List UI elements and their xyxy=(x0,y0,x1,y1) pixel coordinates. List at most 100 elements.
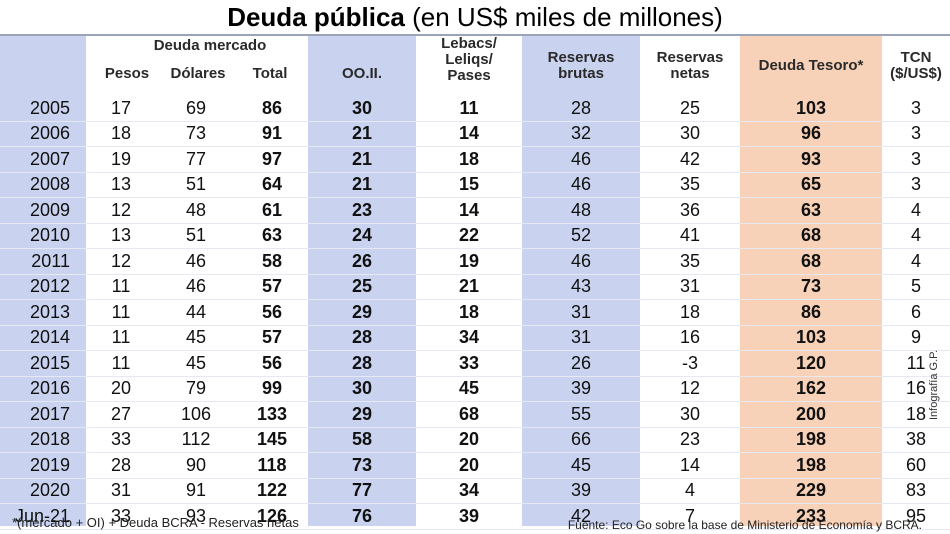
cell-lebacs: 20 xyxy=(416,452,522,479)
cell-dolares: 45 xyxy=(156,325,236,351)
debt-table: 2005 17 69 86 30 11 28 25 103 3 2006 18 73 91 21 14 32 30… xyxy=(0,96,950,530)
cell-year: 2015 xyxy=(0,350,86,377)
cell-total: 126 xyxy=(236,503,308,530)
cell-dolares: 73 xyxy=(156,121,236,147)
cell-pesos: 20 xyxy=(86,376,156,402)
cell-reservas-brutas: 28 xyxy=(522,96,640,122)
cell-ooii: 24 xyxy=(308,223,416,249)
table-row: 2011 12 46 58 26 19 46 35 68 4 xyxy=(0,248,950,275)
cell-pesos: 33 xyxy=(86,427,156,453)
cell-pesos: 12 xyxy=(86,197,156,224)
header-lebacs-line3: Pases xyxy=(447,67,491,84)
cell-dolares: 51 xyxy=(156,172,236,198)
cell-tcn: 38 xyxy=(882,427,950,453)
cell-total: 58 xyxy=(236,248,308,275)
cell-deuda-tesoro: 103 xyxy=(740,325,882,351)
cell-reservas-netas: 41 xyxy=(640,223,740,249)
table-row: 2005 17 69 86 30 11 28 25 103 3 xyxy=(0,96,950,122)
cell-pesos: 27 xyxy=(86,401,156,428)
cell-reservas-brutas: 45 xyxy=(522,452,640,479)
cell-reservas-netas: 18 xyxy=(640,299,740,326)
cell-dolares: 91 xyxy=(156,478,236,504)
cell-reservas-brutas: 39 xyxy=(522,478,640,504)
cell-year: 2010 xyxy=(0,223,86,249)
cell-reservas-brutas: 39 xyxy=(522,376,640,402)
table-row: 2010 13 51 63 24 22 52 41 68 4 xyxy=(0,223,950,249)
cell-lebacs: 22 xyxy=(416,223,522,249)
cell-year: 2008 xyxy=(0,172,86,198)
cell-lebacs: 21 xyxy=(416,274,522,300)
cell-reservas-netas: 30 xyxy=(640,121,740,147)
cell-pesos: 11 xyxy=(86,325,156,351)
table-row: Jun-21 33 93 126 76 39 42 7 233 95 xyxy=(0,503,950,530)
cell-reservas-brutas: 26 xyxy=(522,350,640,377)
table-row: 2018 33 112 145 58 20 66 23 198 38 xyxy=(0,427,950,453)
cell-year: 2009 xyxy=(0,197,86,224)
cell-reservas-netas: 12 xyxy=(640,376,740,402)
cell-ooii: 28 xyxy=(308,350,416,377)
cell-year: 2007 xyxy=(0,146,86,173)
cell-pesos: 33 xyxy=(86,503,156,530)
cell-dolares: 77 xyxy=(156,146,236,173)
cell-lebacs: 14 xyxy=(416,121,522,147)
cell-tcn: 83 xyxy=(882,478,950,504)
cell-dolares: 44 xyxy=(156,299,236,326)
cell-tcn: 3 xyxy=(882,121,950,147)
cell-tcn: 5 xyxy=(882,274,950,300)
table-row: 2016 20 79 99 30 45 39 12 162 16 xyxy=(0,376,950,402)
header-deuda-mercado: Deuda mercado xyxy=(153,37,267,54)
footnote: *(mercado + OI) + Deuda BCRA - Reservas … xyxy=(12,515,299,530)
cell-deuda-tesoro: 96 xyxy=(740,121,882,147)
header-tcn-line2: ($/US$) xyxy=(890,65,942,82)
cell-lebacs: 14 xyxy=(416,197,522,224)
cell-reservas-netas: 36 xyxy=(640,197,740,224)
table-row: 2020 31 91 122 77 34 39 4 229 83 xyxy=(0,478,950,504)
cell-total: 91 xyxy=(236,121,308,147)
cell-reservas-netas: 14 xyxy=(640,452,740,479)
cell-deuda-tesoro: 162 xyxy=(740,376,882,402)
cell-lebacs: 68 xyxy=(416,401,522,428)
cell-ooii: 21 xyxy=(308,121,416,147)
cell-ooii: 58 xyxy=(308,427,416,453)
table-row: 2013 11 44 56 29 18 31 18 86 6 xyxy=(0,299,950,326)
cell-ooii: 29 xyxy=(308,401,416,428)
cell-reservas-netas: 35 xyxy=(640,172,740,198)
cell-total: 99 xyxy=(236,376,308,402)
cell-lebacs: 18 xyxy=(416,299,522,326)
cell-lebacs: 45 xyxy=(416,376,522,402)
cell-ooii: 21 xyxy=(308,172,416,198)
cell-dolares: 69 xyxy=(156,96,236,122)
cell-year: 2013 xyxy=(0,299,86,326)
cell-pesos: 11 xyxy=(86,350,156,377)
cell-dolares: 45 xyxy=(156,350,236,377)
source-note: Fuente: Eco Go sobre la base de Minister… xyxy=(567,518,922,532)
cell-deuda-tesoro: 68 xyxy=(740,223,882,249)
header-reservas-netas-line2: netas xyxy=(670,65,710,82)
cell-ooii: 30 xyxy=(308,96,416,122)
header-reservas-brutas-line1: Reservas xyxy=(547,49,615,66)
cell-reservas-brutas: 32 xyxy=(522,121,640,147)
header-lebacs: Lebacs/ Leliqs/ Pases xyxy=(416,36,522,84)
title-divider xyxy=(0,34,950,36)
header-lebacs-line1: Lebacs/ xyxy=(441,35,497,52)
cell-deuda-tesoro: 233 xyxy=(740,503,882,530)
cell-deuda-tesoro: 200 xyxy=(740,401,882,428)
header-tcn-line1: TCN xyxy=(900,49,932,66)
cell-lebacs: 20 xyxy=(416,427,522,453)
cell-year: 2011 xyxy=(0,248,86,275)
cell-year: 2014 xyxy=(0,325,86,351)
table-row: 2015 11 45 56 28 33 26 -3 120 11 xyxy=(0,350,950,377)
cell-deuda-tesoro: 103 xyxy=(740,96,882,122)
table-row: 2009 12 48 61 23 14 48 36 63 4 xyxy=(0,197,950,224)
page-title: Deuda pública (en US$ miles de millones) xyxy=(0,0,950,34)
cell-tcn: 16 xyxy=(882,376,950,402)
cell-tcn: 4 xyxy=(882,223,950,249)
cell-year: 2019 xyxy=(0,452,86,479)
cell-reservas-netas: 35 xyxy=(640,248,740,275)
title-sub: (en US$ miles de millones) xyxy=(412,2,723,32)
cell-deuda-tesoro: 93 xyxy=(740,146,882,173)
cell-dolares: 112 xyxy=(156,427,236,453)
cell-year: 2012 xyxy=(0,274,86,300)
cell-dolares: 51 xyxy=(156,223,236,249)
cell-total: 57 xyxy=(236,274,308,300)
